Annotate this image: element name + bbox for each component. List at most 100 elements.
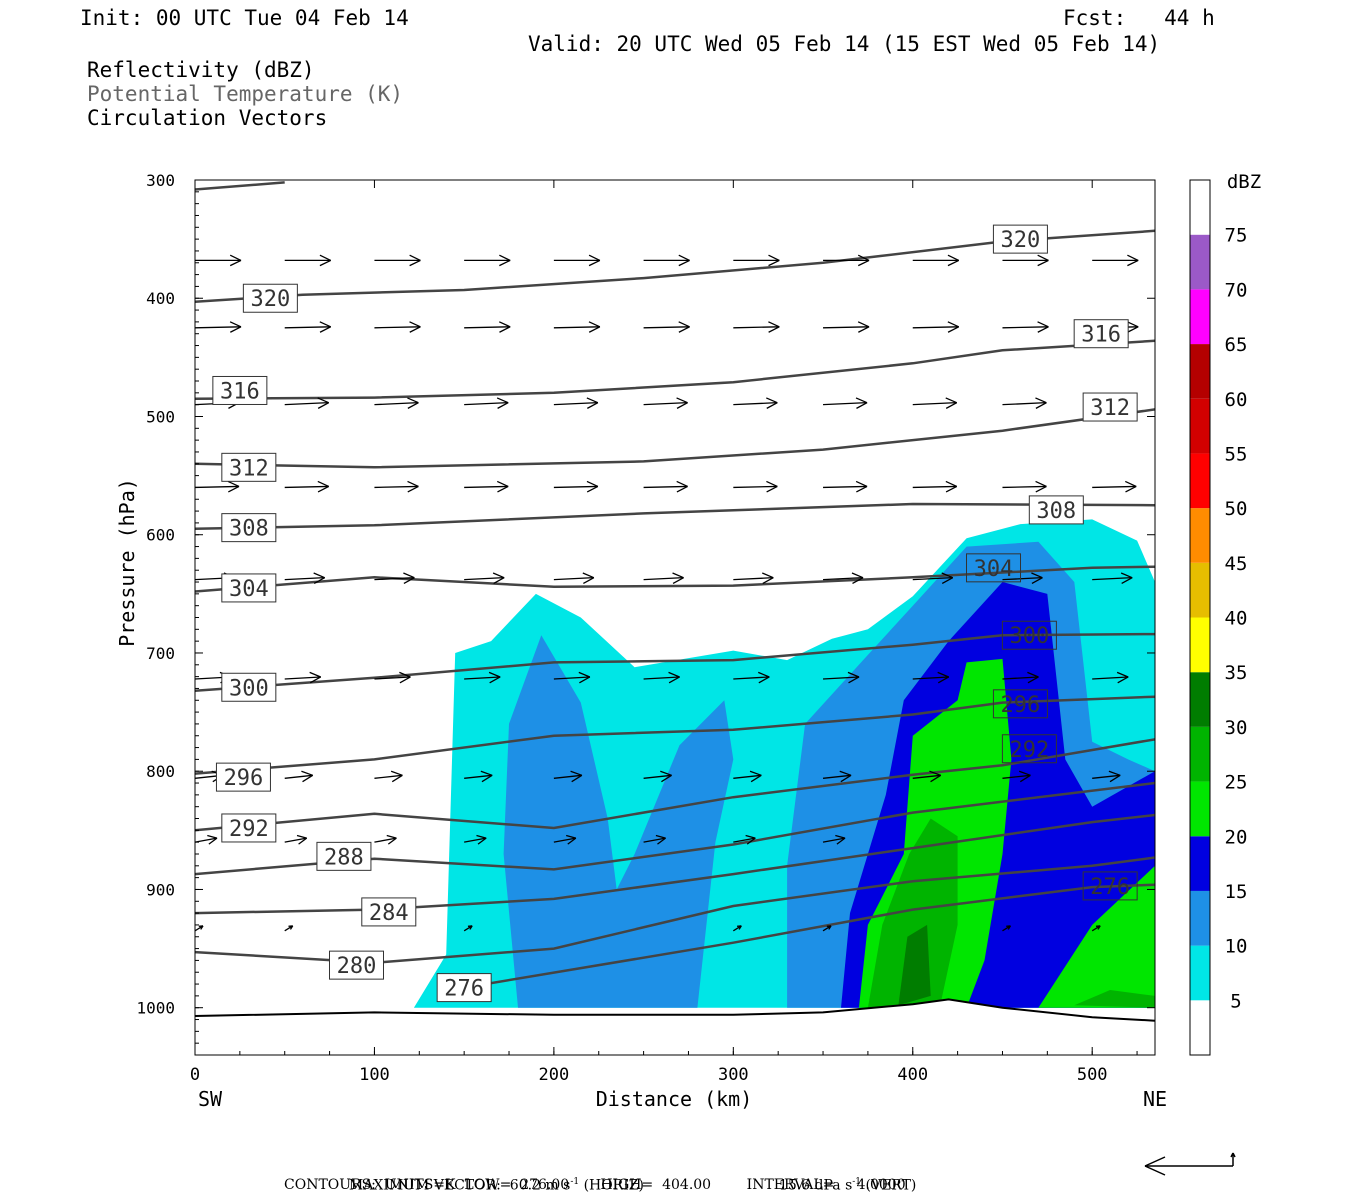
contour-label-312: 312 (1082, 392, 1138, 422)
colorbar-label: 65 (1225, 334, 1248, 356)
vector-head (228, 485, 240, 493)
vector-shaft (463, 925, 473, 932)
contour-label-text: 320 (250, 287, 290, 312)
vector-shaft (553, 402, 598, 406)
vector-head (309, 671, 321, 678)
colorbar-label: 5 (1230, 990, 1241, 1012)
circulation-vector (374, 671, 411, 684)
vector-head (1120, 572, 1133, 579)
contour-label-276: 276 (1082, 871, 1138, 901)
contour-label-308: 308 (221, 513, 277, 543)
contour-label-box (221, 452, 277, 482)
vector-head (588, 321, 601, 328)
vector-shaft (733, 774, 762, 779)
vector-shaft (733, 676, 770, 680)
vector-head (298, 837, 308, 845)
x-axis-label: Distance (km) (596, 1087, 753, 1111)
vector-head (851, 572, 864, 579)
theta-contour-304 (195, 565, 1155, 593)
contour-label-box (1082, 392, 1138, 422)
vector-shaft (284, 774, 313, 779)
vector-head (828, 925, 832, 930)
contour-label-text: 304 (974, 557, 1014, 582)
circulation-vector (464, 770, 493, 783)
vector-shaft (374, 326, 421, 329)
vector-head (668, 676, 680, 684)
reflectivity-region-25-30 (1074, 990, 1155, 1008)
vector-head (409, 259, 421, 267)
y-tick-label: 500 (146, 407, 175, 426)
vector-head (768, 326, 780, 333)
theta-contour-320 (195, 181, 285, 191)
vector-head (745, 834, 756, 839)
vector-head (937, 676, 950, 684)
colorbar-label: 30 (1225, 717, 1248, 739)
circulation-vector (643, 770, 672, 783)
circulation-vector (733, 572, 774, 584)
vector-head (319, 321, 331, 328)
x-tick-label: 100 (359, 1065, 390, 1085)
vector-head (498, 321, 511, 328)
contour-label-text: 276 (1090, 875, 1130, 900)
vector-head (407, 397, 419, 404)
vector-head (409, 321, 421, 328)
field-reflectivity: Reflectivity (dBZ) (87, 58, 315, 82)
vector-head (1125, 480, 1137, 488)
vector-head (588, 326, 601, 333)
vector-head (1035, 485, 1047, 493)
colorbar-bin-40 (1190, 617, 1210, 673)
circulation-vector (643, 480, 688, 493)
vector-head (758, 676, 770, 684)
vector-head (768, 254, 780, 261)
theta-contour-292 (195, 738, 1155, 832)
contour-label-288: 288 (316, 841, 372, 871)
axis-end-label-sw: SW (198, 1087, 223, 1111)
contour-label-320: 320 (242, 283, 298, 313)
vector-shaft (553, 774, 582, 779)
colorbar-label: 25 (1225, 772, 1248, 794)
vector-head (588, 259, 601, 267)
vector-shaft (284, 676, 321, 680)
colorbar-bin-30 (1190, 726, 1210, 782)
vector-head (399, 676, 411, 684)
contour-label-box (1028, 495, 1084, 525)
contour-label-text: 308 (1036, 499, 1076, 524)
vector-head (676, 480, 688, 488)
circulation-vector (1002, 397, 1047, 409)
vector-shaft (733, 577, 774, 581)
vector-head (579, 676, 591, 684)
vector-shaft (284, 326, 331, 329)
vector-head (567, 837, 577, 845)
vector-head (678, 326, 690, 333)
contour-label-text: 300 (1010, 624, 1050, 649)
vector-head (678, 254, 690, 261)
circulation-vector (823, 254, 870, 267)
vector-head (660, 770, 672, 776)
vector-head (289, 925, 294, 930)
valid-time: Valid: 20 UTC Wed 05 Feb 14 (15 EST Wed … (528, 32, 1161, 56)
vector-shaft (284, 485, 329, 489)
vector-head (1031, 577, 1043, 584)
vector-head (757, 671, 770, 678)
vector-head (947, 326, 960, 333)
vector-head (1127, 259, 1139, 267)
vector-head (309, 676, 322, 684)
vector-head (391, 774, 403, 783)
circulation-vector (553, 770, 583, 783)
contour-label-text: 288 (324, 845, 364, 870)
vector-head (930, 774, 942, 783)
vector-head (586, 397, 599, 404)
vector-shaft (374, 402, 419, 406)
vector-head (836, 837, 846, 845)
terrain-line (195, 998, 1155, 1022)
vector-shaft (374, 774, 403, 779)
circulation-vector (643, 321, 690, 333)
vector-head (493, 577, 505, 584)
vector-head (1127, 321, 1139, 328)
vector-head (227, 480, 240, 488)
contour-label-text: 320 (1001, 228, 1041, 253)
vector-head (856, 402, 868, 409)
vector-head (1007, 925, 1012, 930)
circulation-vector (823, 572, 864, 584)
contour-label-box (992, 689, 1048, 719)
